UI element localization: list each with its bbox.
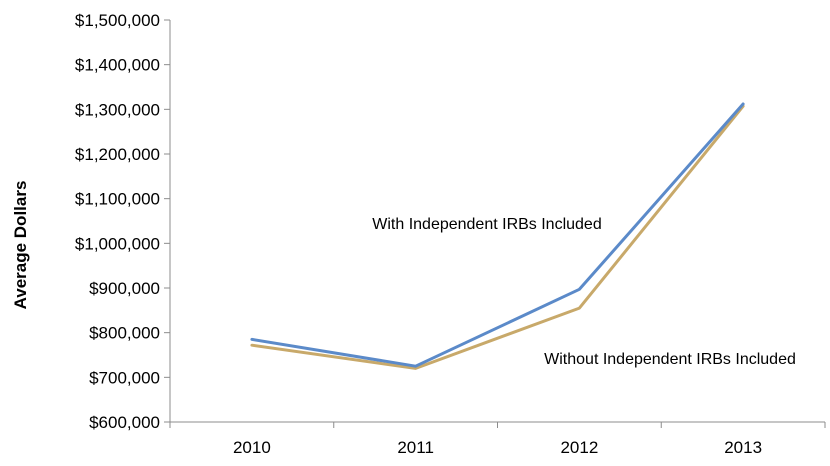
x-tick-label: 2011 <box>397 438 434 457</box>
y-tick-label: $600,000 <box>89 413 160 432</box>
y-tick-label: $1,200,000 <box>75 145 160 164</box>
x-tick-label: 2013 <box>724 438 762 457</box>
series-label-with-independent-irbs: With Independent IRBs Included <box>372 216 601 233</box>
y-tick-label: $1,300,000 <box>75 100 160 119</box>
y-axis-title: Average Dollars <box>11 181 30 310</box>
x-tick-label: 2012 <box>560 438 598 457</box>
x-tick-label: 2010 <box>233 438 271 457</box>
x-axis-ticks <box>169 422 826 428</box>
series-layer <box>250 102 745 370</box>
x-axis-tick-labels: 2010 2011 2012 2013 <box>233 438 762 457</box>
y-tick-label: $1,500,000 <box>75 11 160 30</box>
series-line-without-independent-irbs <box>250 104 745 370</box>
y-tick-label: $1,000,000 <box>75 234 160 253</box>
y-axis-tick-labels: $600,000 $700,000 $800,000 $900,000 $1,000,0… <box>75 11 170 432</box>
y-tick-label: $900,000 <box>89 279 160 298</box>
y-tick-label: $700,000 <box>89 368 160 387</box>
series-label-without-independent-irbs: Without Independent IRBs Included <box>544 351 796 368</box>
series-line-with-independent-irbs <box>250 102 745 368</box>
y-tick-label: $1,100,000 <box>75 190 160 209</box>
y-tick-label: $1,400,000 <box>75 56 160 75</box>
y-tick-label: $800,000 <box>89 324 160 343</box>
